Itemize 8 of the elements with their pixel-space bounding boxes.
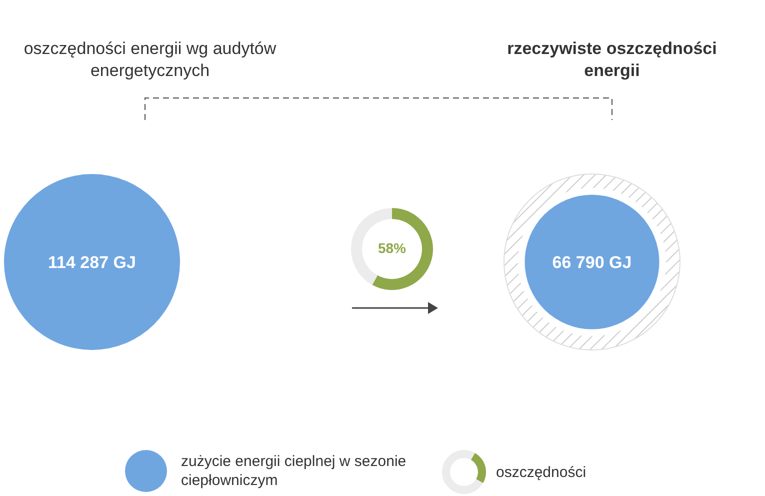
legend-label: oszczędności [496,464,586,480]
category-label: oszczędności energii wg audytów energetycznych [22,38,278,82]
category-label: rzeczywiste oszczędności energii [506,38,718,82]
text: zużycie energii cieplnej w sezonie ciepłowniczym [181,452,408,490]
donut-slice [372,208,433,290]
data-label: 58% [376,240,408,256]
data-label: 66 790 GJ [552,253,632,272]
data-label: 114 287 GJ [48,253,136,272]
